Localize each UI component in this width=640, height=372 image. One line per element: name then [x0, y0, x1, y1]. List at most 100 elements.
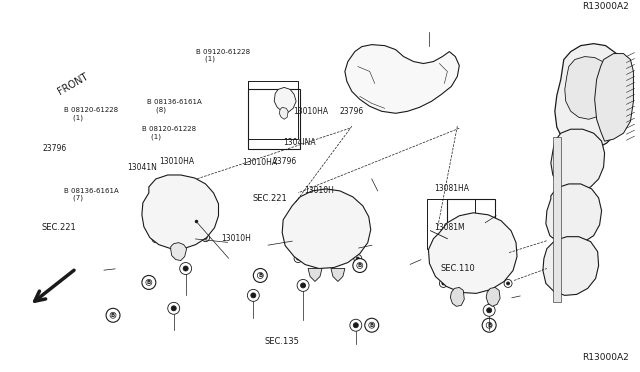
Circle shape [440, 279, 447, 288]
Circle shape [556, 146, 566, 156]
Circle shape [296, 257, 300, 260]
Text: 13010H: 13010H [221, 234, 251, 243]
Polygon shape [555, 44, 628, 151]
Text: SEC.221: SEC.221 [42, 223, 77, 232]
Circle shape [390, 58, 399, 68]
Circle shape [353, 323, 358, 328]
Circle shape [477, 254, 497, 275]
Circle shape [383, 58, 387, 61]
Circle shape [380, 55, 390, 64]
Circle shape [152, 190, 160, 198]
Text: B: B [487, 323, 492, 328]
Polygon shape [279, 107, 288, 119]
Circle shape [142, 276, 156, 289]
Circle shape [283, 98, 287, 103]
Circle shape [196, 190, 205, 198]
Circle shape [562, 200, 584, 222]
Circle shape [575, 266, 593, 285]
Circle shape [486, 308, 492, 313]
Circle shape [567, 146, 587, 166]
Polygon shape [331, 269, 345, 282]
Circle shape [413, 86, 426, 97]
Text: B 08120-61228
    (1): B 08120-61228 (1) [64, 107, 118, 121]
Circle shape [609, 74, 623, 89]
Text: SEC.110: SEC.110 [441, 264, 476, 273]
Circle shape [279, 94, 291, 106]
Text: 13041N: 13041N [127, 163, 157, 172]
Text: B: B [111, 313, 115, 318]
Circle shape [553, 264, 569, 280]
Polygon shape [282, 189, 371, 269]
Circle shape [183, 266, 188, 271]
Text: 23796: 23796 [272, 157, 296, 166]
Polygon shape [553, 137, 561, 302]
Circle shape [326, 230, 344, 248]
Polygon shape [428, 213, 517, 294]
Circle shape [363, 80, 377, 93]
Circle shape [253, 269, 268, 282]
Circle shape [351, 207, 359, 215]
Text: 23796: 23796 [339, 107, 364, 116]
Bar [248, 89, 300, 149]
Text: B: B [147, 280, 151, 285]
Text: B: B [258, 273, 262, 278]
Text: 13010HA: 13010HA [159, 157, 195, 166]
Circle shape [507, 282, 509, 285]
Circle shape [296, 207, 304, 215]
Bar [428, 199, 476, 248]
Polygon shape [171, 243, 187, 260]
Text: B 08120-61228
    (1): B 08120-61228 (1) [141, 126, 196, 140]
Circle shape [483, 304, 495, 316]
Text: 13010HA: 13010HA [243, 158, 277, 167]
Polygon shape [551, 129, 605, 191]
Circle shape [302, 235, 318, 251]
Circle shape [442, 237, 451, 245]
Text: 13010HA: 13010HA [293, 106, 328, 116]
Circle shape [356, 257, 359, 260]
Circle shape [559, 149, 563, 153]
Circle shape [503, 237, 511, 245]
Bar [447, 199, 495, 251]
Circle shape [408, 65, 420, 77]
Circle shape [377, 65, 392, 81]
Polygon shape [564, 57, 614, 119]
Polygon shape [451, 288, 464, 306]
Circle shape [301, 283, 305, 288]
Polygon shape [486, 288, 500, 306]
Circle shape [297, 279, 309, 291]
Text: R13000A2: R13000A2 [582, 2, 629, 11]
Circle shape [168, 302, 180, 314]
Circle shape [442, 282, 445, 285]
Circle shape [482, 318, 496, 332]
Circle shape [559, 248, 563, 253]
Circle shape [161, 191, 180, 211]
Circle shape [556, 246, 566, 256]
Circle shape [554, 213, 570, 229]
Circle shape [445, 239, 448, 242]
Circle shape [180, 263, 191, 275]
Circle shape [559, 199, 563, 203]
Circle shape [106, 308, 120, 322]
Text: 23796: 23796 [43, 144, 67, 153]
Polygon shape [345, 45, 460, 113]
Circle shape [154, 237, 157, 240]
Text: R13000A2: R13000A2 [582, 353, 628, 362]
Circle shape [158, 218, 173, 234]
Circle shape [199, 192, 202, 195]
Bar [248, 81, 298, 139]
Circle shape [202, 234, 209, 242]
Circle shape [582, 160, 600, 178]
Circle shape [152, 235, 160, 243]
Circle shape [294, 254, 302, 263]
Polygon shape [543, 237, 598, 295]
Circle shape [561, 251, 582, 273]
Circle shape [204, 236, 207, 239]
Circle shape [451, 257, 468, 275]
Circle shape [323, 248, 337, 263]
Polygon shape [274, 87, 296, 112]
Polygon shape [142, 175, 218, 248]
Circle shape [337, 213, 353, 229]
Circle shape [556, 196, 566, 206]
Circle shape [609, 113, 621, 125]
Polygon shape [595, 54, 634, 141]
